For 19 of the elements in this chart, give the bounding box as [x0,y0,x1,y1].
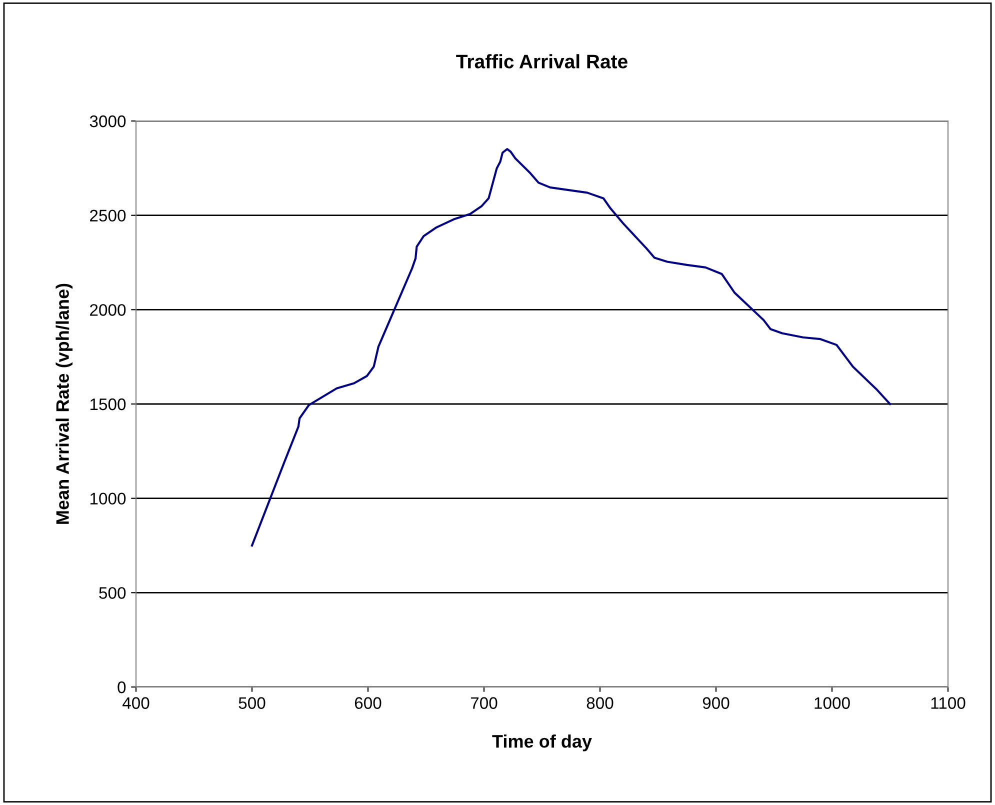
y-tick-label: 2000 [90,304,126,316]
x-tick-label: 1000 [814,697,850,709]
x-tick-label: 500 [238,697,266,709]
y-tick-label: 0 [118,681,126,694]
x-tick-label: 1100 [931,697,966,709]
x-tick-label: 800 [586,697,614,709]
x-tick-label: 700 [470,697,498,709]
x-axis-title: Time of day [492,734,592,752]
chart-title: Traffic Arrival Rate [456,54,628,68]
line-series [250,148,892,547]
x-tick-label: 400 [122,697,150,709]
y-axis-title: Mean Arrival Rate (vph/lane) [56,284,73,524]
y-tick-label: 3000 [90,115,126,128]
y-tick-label: 1500 [90,398,126,410]
x-tick-label: 900 [702,697,730,709]
y-tick-label: 500 [99,587,126,599]
y-tick-label: 1000 [90,492,126,505]
y-tick-label: 2500 [90,210,126,222]
x-tick-label: 600 [354,697,382,709]
